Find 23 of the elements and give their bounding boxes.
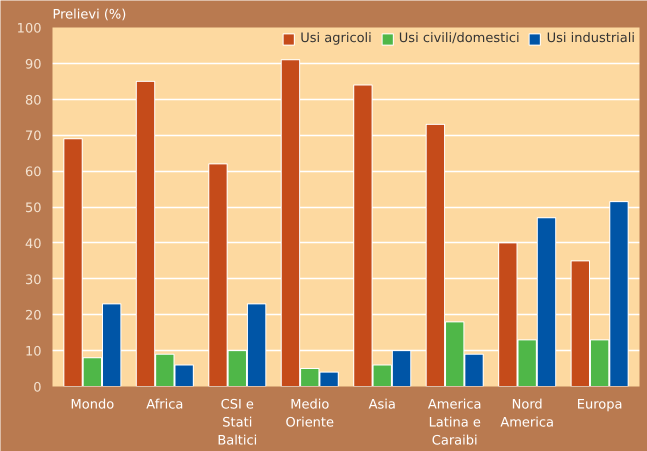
- y-tick-label: 40: [24, 236, 42, 252]
- y-tick-label: 90: [24, 57, 42, 72]
- x-tick-label: Mondo: [70, 398, 114, 412]
- x-tick-label: CSI e Stati Baltici: [217, 398, 258, 448]
- x-tick-label: America Latina e Caraibi: [428, 398, 482, 448]
- chart-title: Prelievi (%): [52, 8, 126, 22]
- y-tick-label: 20: [24, 308, 42, 324]
- x-tick-label: Medio Oriente: [286, 398, 334, 430]
- legend-label: Usi industriali: [546, 31, 635, 46]
- y-tick-label: 80: [24, 93, 42, 108]
- y-tick-label: 30: [24, 272, 42, 288]
- y-tick-label: 10: [24, 344, 42, 360]
- x-tick-label: Europa: [576, 398, 622, 412]
- x-tick-label: Africa: [146, 398, 184, 412]
- x-tick-label: Asia: [368, 398, 396, 412]
- y-tick-label: 60: [24, 165, 42, 180]
- y-tick-label: 0: [33, 380, 42, 396]
- x-tick-label: Nord America: [500, 398, 554, 430]
- legend-label: Usi agricoli: [300, 31, 372, 46]
- y-tick-label: 70: [24, 129, 42, 144]
- legend-label: Usi civili/domestici: [398, 31, 520, 46]
- y-tick-label: 50: [24, 201, 42, 216]
- y-tick-label: 100: [16, 22, 42, 36]
